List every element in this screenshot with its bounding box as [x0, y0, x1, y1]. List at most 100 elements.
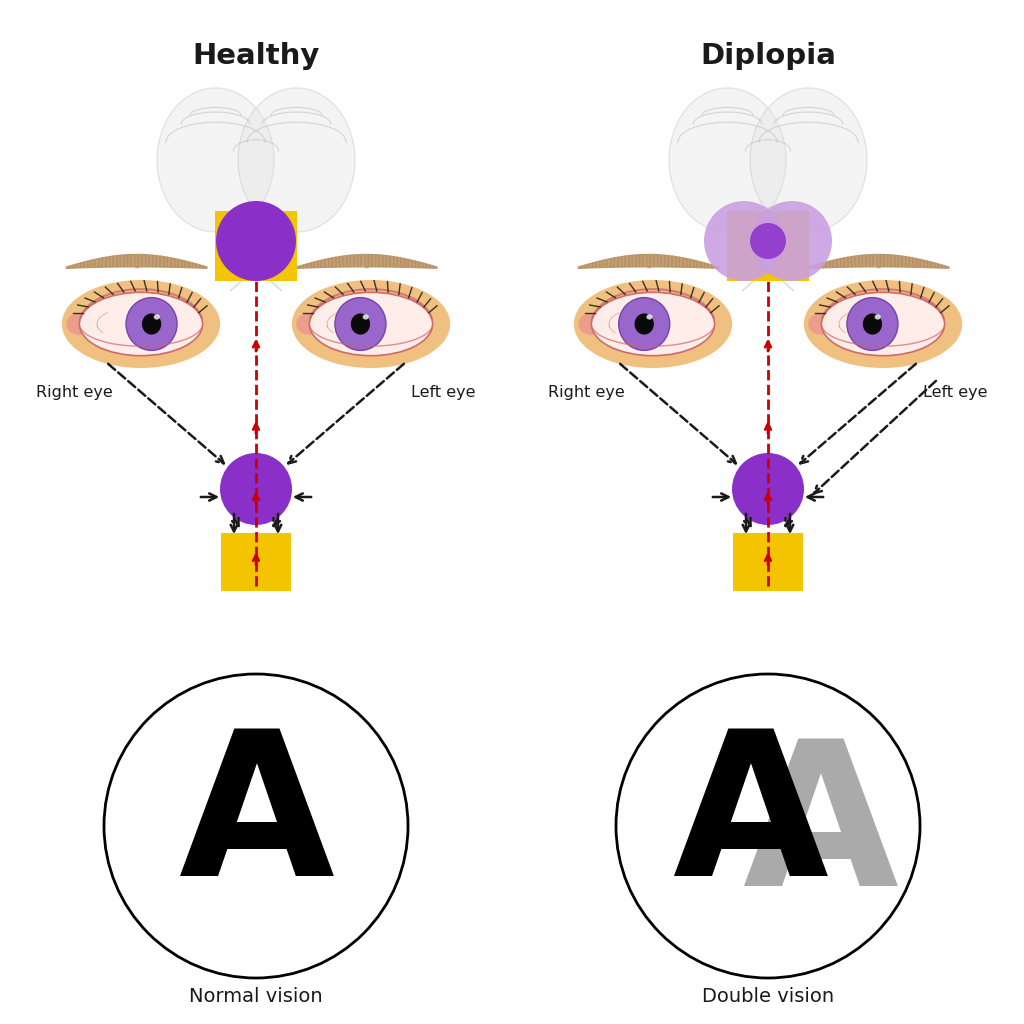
Polygon shape — [121, 255, 124, 267]
Polygon shape — [423, 263, 426, 268]
Polygon shape — [647, 255, 650, 267]
Polygon shape — [924, 260, 928, 267]
Polygon shape — [931, 262, 935, 267]
Polygon shape — [589, 263, 593, 268]
Polygon shape — [873, 255, 877, 267]
Ellipse shape — [362, 314, 369, 319]
Polygon shape — [372, 255, 376, 267]
Bar — [733, 534, 803, 591]
Polygon shape — [365, 255, 369, 267]
Polygon shape — [98, 258, 102, 267]
Polygon shape — [633, 255, 636, 267]
Polygon shape — [347, 255, 350, 267]
Polygon shape — [361, 255, 365, 267]
Polygon shape — [200, 265, 204, 268]
Polygon shape — [74, 264, 77, 268]
Polygon shape — [693, 260, 697, 267]
Polygon shape — [705, 263, 709, 268]
Polygon shape — [636, 255, 640, 267]
Polygon shape — [884, 255, 888, 267]
Polygon shape — [193, 263, 197, 268]
Polygon shape — [369, 255, 372, 267]
Polygon shape — [157, 256, 160, 267]
Polygon shape — [153, 255, 157, 267]
Polygon shape — [697, 261, 701, 267]
Polygon shape — [379, 255, 383, 267]
Polygon shape — [333, 257, 336, 267]
Polygon shape — [117, 255, 121, 267]
Polygon shape — [174, 259, 178, 267]
Polygon shape — [178, 259, 181, 267]
Polygon shape — [617, 257, 622, 267]
Polygon shape — [709, 264, 712, 268]
Polygon shape — [913, 258, 916, 267]
Ellipse shape — [296, 313, 323, 335]
Polygon shape — [336, 257, 340, 267]
Text: A: A — [672, 724, 828, 919]
Polygon shape — [77, 263, 81, 268]
Polygon shape — [586, 264, 589, 268]
Polygon shape — [579, 266, 582, 268]
Polygon shape — [866, 255, 869, 267]
Polygon shape — [686, 259, 690, 267]
Polygon shape — [113, 256, 117, 267]
Polygon shape — [921, 259, 924, 267]
Polygon shape — [822, 262, 826, 267]
Polygon shape — [650, 255, 654, 267]
Polygon shape — [869, 255, 873, 267]
Polygon shape — [376, 255, 379, 267]
Polygon shape — [401, 258, 404, 267]
Polygon shape — [888, 255, 891, 267]
Polygon shape — [91, 259, 95, 267]
Ellipse shape — [215, 207, 297, 257]
Polygon shape — [303, 264, 307, 268]
Polygon shape — [67, 266, 70, 268]
Polygon shape — [622, 256, 625, 267]
Ellipse shape — [618, 298, 670, 350]
Polygon shape — [640, 255, 643, 267]
Polygon shape — [662, 255, 665, 267]
Polygon shape — [808, 266, 812, 268]
Polygon shape — [593, 262, 596, 267]
Text: Left eye: Left eye — [411, 384, 475, 399]
Polygon shape — [600, 260, 603, 267]
Polygon shape — [167, 257, 171, 267]
Ellipse shape — [669, 88, 786, 232]
Polygon shape — [603, 259, 607, 267]
Polygon shape — [150, 255, 153, 267]
Polygon shape — [325, 259, 329, 267]
Polygon shape — [657, 255, 662, 267]
Polygon shape — [204, 266, 207, 268]
Polygon shape — [185, 261, 189, 267]
Ellipse shape — [335, 298, 386, 350]
Circle shape — [104, 674, 408, 978]
Polygon shape — [329, 258, 333, 267]
Polygon shape — [70, 265, 74, 268]
Polygon shape — [909, 257, 913, 267]
Polygon shape — [322, 259, 325, 267]
Polygon shape — [419, 262, 423, 267]
Polygon shape — [310, 262, 314, 267]
Ellipse shape — [646, 314, 652, 319]
Polygon shape — [416, 261, 419, 267]
Polygon shape — [142, 255, 145, 267]
Polygon shape — [679, 257, 683, 267]
Polygon shape — [826, 261, 829, 267]
Polygon shape — [102, 257, 105, 267]
Ellipse shape — [292, 280, 451, 368]
Polygon shape — [300, 265, 303, 268]
Bar — [727, 211, 809, 281]
Polygon shape — [164, 257, 167, 267]
Ellipse shape — [573, 280, 732, 368]
Polygon shape — [340, 256, 343, 267]
Polygon shape — [928, 261, 931, 267]
Ellipse shape — [309, 292, 432, 355]
Ellipse shape — [80, 292, 203, 355]
Polygon shape — [610, 258, 614, 267]
Polygon shape — [128, 255, 131, 267]
Polygon shape — [138, 255, 142, 267]
Polygon shape — [393, 257, 397, 267]
Text: A: A — [178, 724, 334, 919]
Ellipse shape — [863, 313, 882, 335]
Ellipse shape — [750, 88, 867, 232]
